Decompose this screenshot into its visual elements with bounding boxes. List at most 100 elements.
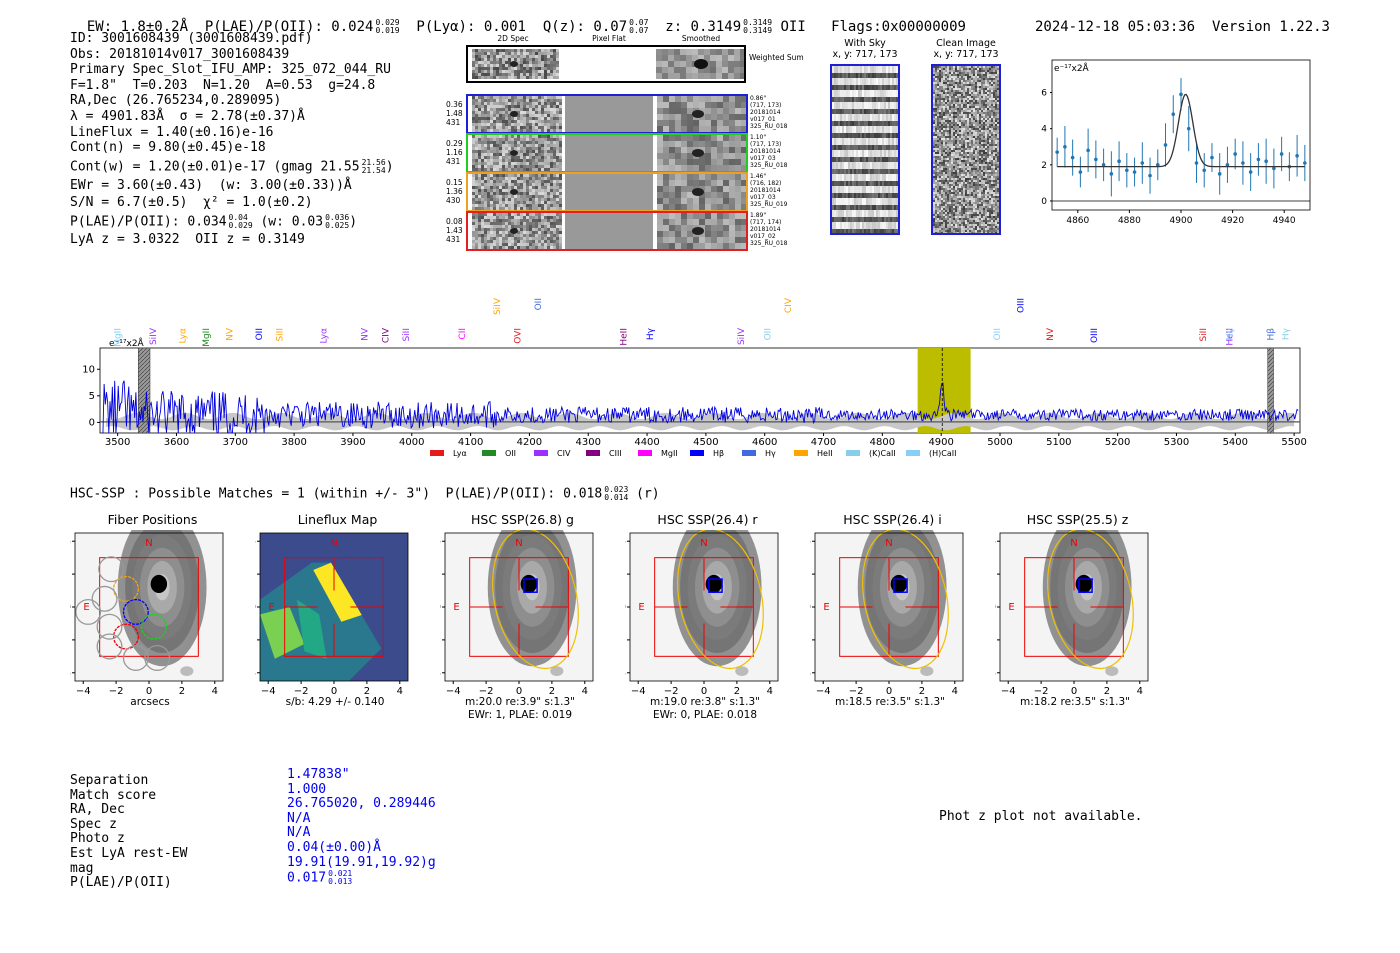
cutout-1: Fiber Positions N E 4 −4 2 −2 0 0 −2 2 −4 4 arcsecs <box>70 510 240 725</box>
match-key: Spec z <box>70 816 117 832</box>
zoom-data-point <box>1241 161 1245 165</box>
spec2d-row-stat: 431 <box>446 235 461 244</box>
spec2d-row-4 <box>466 211 748 251</box>
cutout-ytick: 0 <box>70 602 71 613</box>
header-z-line: OII <box>780 19 806 35</box>
cutout-title: HSC SSP(26.4) r <box>657 512 758 527</box>
photz-message: Phot z plot not available. <box>939 809 1143 824</box>
cutout-6: HSC SSP(25.5) z N E 4 −4 2 −2 0 0 −2 2 −4 4 m:18.2 re… <box>995 510 1165 725</box>
cutout-ytick: −4 <box>440 668 441 679</box>
cutout-xtick: −2 <box>479 686 494 697</box>
spec2d-col-title-flat: Pixel Flat <box>592 34 626 43</box>
cutout-ytick: 0 <box>255 602 256 613</box>
match-value: 0.017 0.021 0.013 <box>287 869 353 887</box>
spec2d-row-1 <box>466 94 748 134</box>
header-plae: P(LAE)/P(OII): 0.024 <box>204 19 374 35</box>
spectrum-xtick: 4200 <box>517 437 542 448</box>
match-value: 1.47838" <box>287 767 350 782</box>
spectrum-line-label: MgII <box>114 328 124 347</box>
spec2d-row-meta-line: 325_RU_018 <box>750 123 788 130</box>
fiber-circle <box>98 556 125 583</box>
spectrum-xtick: 5200 <box>1105 437 1130 448</box>
legend-swatch <box>430 450 444 456</box>
header-right: 2024-12-18 05:03:36 Version 1.22.3 <box>1018 3 1330 35</box>
cutout-ytick: 2 <box>810 569 811 580</box>
legend-label: HeII <box>817 449 833 458</box>
match-key: mag <box>70 860 94 876</box>
cutout-ytick: 2 <box>70 569 71 580</box>
zoom-data-point <box>1055 150 1059 154</box>
spec2d-row-meta-line: (717, 174) <box>750 219 782 226</box>
info-id: ID: 3001608439 (3001608439.pdf) <box>70 31 313 46</box>
east-label: E <box>1008 602 1014 613</box>
zoom-data-point <box>1179 92 1183 97</box>
cutout-xtick: 2 <box>179 686 185 697</box>
match-value: 0.04(±0.00)Å <box>287 839 381 855</box>
spectrum-line-label: SiIV <box>149 327 159 345</box>
cutout-ytick: −4 <box>810 668 811 679</box>
cutout-2: Lineflux Map N E 4 −4 2 −2 0 0 −2 2 −4 4 s/b: 4.29 +/… <box>255 510 425 725</box>
hsc-title: HSC-SSP : Possible Matches = 1 (within +… <box>70 485 660 502</box>
spectrum-line-label: CIV <box>381 327 391 343</box>
spectrum-line-label: OII <box>255 328 265 340</box>
zoom-data-point <box>1155 163 1160 167</box>
zoom-ytick: 4 <box>1041 125 1047 135</box>
spec2d-row-stat: 1.48 <box>446 109 463 118</box>
fiber-circle <box>122 598 149 625</box>
spec2d-row-meta: 0.86" (717, 173) 20181014 v017_01 325_RU_018 <box>750 95 787 130</box>
weighted-sum-label: Weighted Sum <box>749 53 804 62</box>
cutout-xtick: −4 <box>446 686 461 697</box>
cutout-xtick: −4 <box>816 686 831 697</box>
legend-swatch <box>638 450 652 456</box>
spec2d-row-meta-line: v017_01 <box>750 116 776 123</box>
match-value: 19.91(19.91,19.92)g <box>287 854 436 870</box>
zoom-data-point <box>1210 155 1214 160</box>
north-label: N <box>700 538 707 549</box>
spec2d-row-stats: 0.15 1.36 430 <box>446 178 463 205</box>
cutout-xtick: −4 <box>631 686 646 697</box>
cutout-ytick: 0 <box>810 602 811 613</box>
zoom-data-point <box>1256 157 1261 162</box>
spectrum-line-label: Hγ <box>646 327 656 340</box>
cutout-xtick: −4 <box>1001 686 1016 697</box>
fiber-circle <box>112 623 139 650</box>
spec2d-row-meta-line: v017_03 <box>750 194 776 201</box>
clean-image-title: Clean Image x, y: 717, 173 <box>926 38 1006 60</box>
spectrum-xtick: 3500 <box>105 437 130 448</box>
spectrum-xtick: 4600 <box>752 437 777 448</box>
info-primary: Primary Spec_Slot_IFU_AMP: 325_072_044_R… <box>70 62 391 78</box>
fiber-circle <box>91 585 118 612</box>
spectrum-xtick: 5300 <box>1164 437 1189 448</box>
header-plae-frac: 0.029 0.019 <box>375 18 400 35</box>
cutout-xtick: −2 <box>294 686 309 697</box>
legend-label: Lyα <box>453 449 467 458</box>
spectrum-xtick: 3700 <box>223 437 248 448</box>
cutout-xtick: −2 <box>664 686 679 697</box>
cutout-ytick: 2 <box>255 569 256 580</box>
match-value: 1.000 <box>287 781 327 797</box>
spec2d-col-title-smooth: Smoothed <box>681 34 721 43</box>
zoom-data-point <box>1233 152 1237 156</box>
detection-info: ID: 3001608439 (3001608439.pdf) Obs: 201… <box>70 31 394 248</box>
legend-swatch <box>586 450 600 456</box>
cutout-ytick: 4 <box>810 536 811 547</box>
zoom-fit-line <box>1057 93 1305 168</box>
cutout-ytick: 2 <box>995 569 996 580</box>
cutout-xtick: −2 <box>109 686 124 697</box>
line-zoom-plot: e⁻¹⁷x2Å 0 2 4 6 4860 4880 4900 4920 4940 <box>1041 59 1311 226</box>
spectrum-line-label: CIV <box>784 297 794 313</box>
spectrum-flux-line <box>102 380 1299 434</box>
cutout-ytick: −4 <box>70 668 71 679</box>
zoom-ytick: 2 <box>1041 161 1047 171</box>
info-contw: Cont(w) = 1.20(±0.01)e-17 (gmag 21.55 21.… <box>70 157 394 175</box>
zoom-data-point <box>1086 148 1090 153</box>
spec2d-row-meta-line: 1.89" <box>750 212 767 219</box>
info-contn: Cont(n) = 9.80(±0.45)e-18 <box>70 140 266 156</box>
with-sky-title: With Sky x, y: 717, 173 <box>826 38 904 60</box>
spec2d-row-stat: 0.08 <box>446 217 463 226</box>
spec2d-row-stats: 0.08 1.43 431 <box>446 217 463 244</box>
cutout-title: Fiber Positions <box>107 512 198 527</box>
cutout-xtick: −4 <box>76 686 91 697</box>
spectrum-line-label: OIII <box>1017 298 1027 313</box>
cutout-xtick: 2 <box>364 686 370 697</box>
